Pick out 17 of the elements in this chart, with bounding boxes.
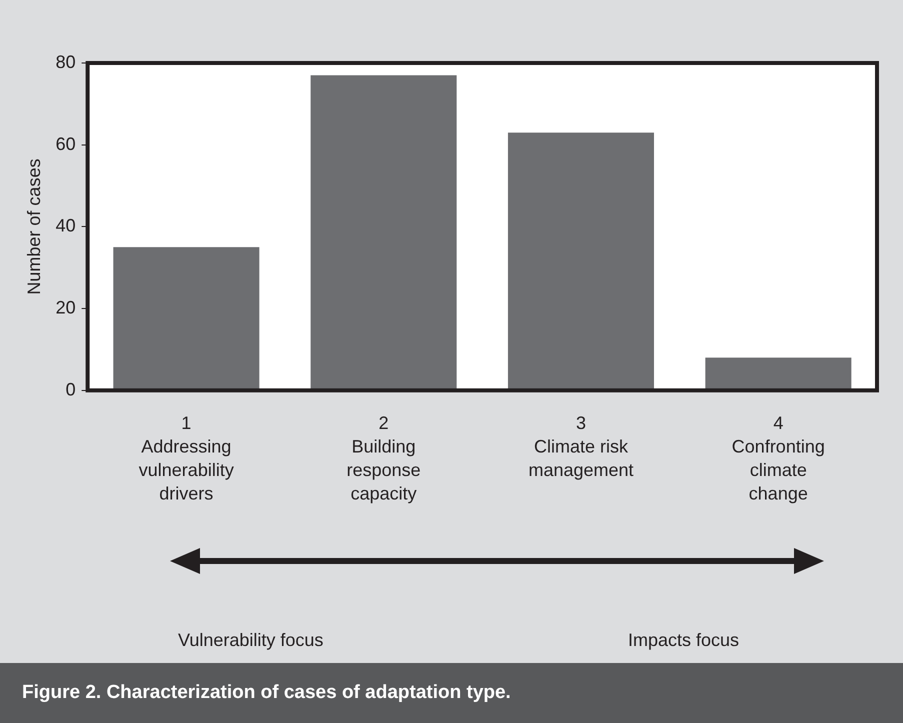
y-tick-label: 0	[66, 379, 76, 400]
text: Vulnerability focus	[178, 630, 324, 651]
y-tick-label: 20	[56, 298, 76, 318]
y-tick-label: 60	[56, 134, 76, 154]
text: Impacts focus	[628, 630, 740, 651]
y-axis-title: Number of cases	[24, 158, 44, 295]
x-tick-label: 4 Confronting climate change	[732, 413, 825, 504]
text: Figure 2. Characterization of cases of adaptation type.	[0, 663, 903, 723]
x-tick-label: 2 Building response capacity	[346, 413, 421, 504]
y-tick-label: 80	[56, 52, 76, 72]
bar	[310, 75, 457, 390]
x-tick-label: 1 Addressing vulnerability drivers	[138, 413, 234, 504]
bar	[113, 247, 260, 390]
bar	[705, 358, 852, 390]
bar	[508, 132, 654, 390]
x-tick-label: 3 Climate risk management	[528, 413, 634, 480]
y-tick-label: 40	[56, 216, 76, 236]
